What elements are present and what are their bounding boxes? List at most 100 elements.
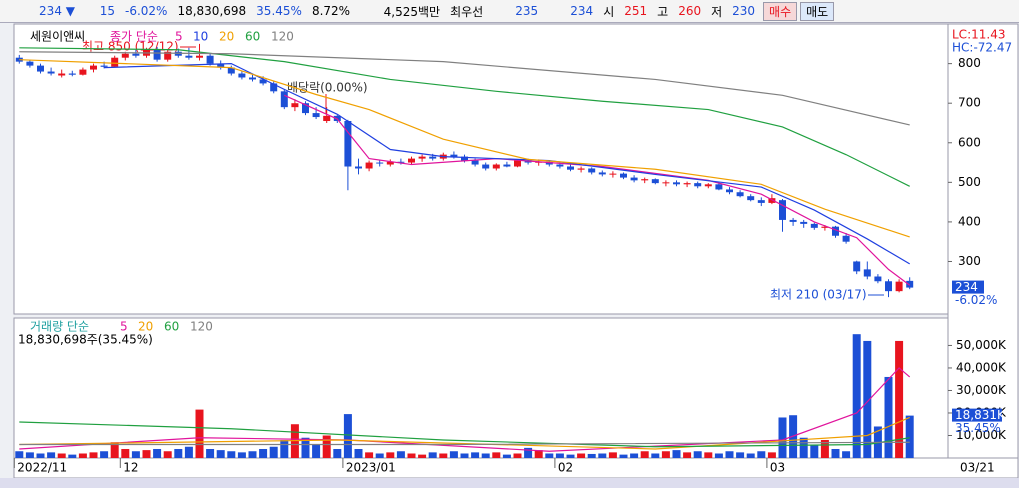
candle-body <box>895 281 903 292</box>
candle-body <box>397 161 405 163</box>
candle-body <box>344 121 352 167</box>
volume-legend-title: 거래량 단순 <box>30 320 89 334</box>
volume-bar <box>895 340 904 458</box>
volume-bar <box>386 452 395 458</box>
volume-bar <box>57 453 66 458</box>
volume-bar <box>736 452 745 458</box>
candle-body <box>874 276 882 282</box>
candle-body <box>323 115 331 122</box>
y-tick-label: 300 <box>958 254 981 268</box>
volume-bar <box>725 451 734 458</box>
candle-body <box>885 281 892 292</box>
candle-body <box>217 63 225 68</box>
volume-summary: 18,830,698주(35.45%) <box>18 333 153 347</box>
scrollbar <box>0 478 1019 488</box>
ma-line <box>19 367 911 452</box>
volume-bar <box>863 340 872 458</box>
high-label: 고 <box>657 4 669 19</box>
candle-body <box>376 162 384 164</box>
volume-bar <box>47 452 56 458</box>
candle-body <box>736 192 744 197</box>
price-panel <box>13 23 949 315</box>
volume-bar <box>524 447 533 458</box>
sell-button[interactable]: 매도 <box>800 1 835 21</box>
candle-body <box>206 55 214 64</box>
candle-body <box>461 156 468 161</box>
candle-body <box>450 154 458 157</box>
legend-entry: 20 <box>138 320 153 334</box>
candle-body <box>355 166 362 169</box>
candle-body <box>302 103 309 114</box>
candle-body <box>768 198 776 203</box>
legend-title: 종가 단순 <box>110 30 158 44</box>
volume-bar <box>778 417 787 458</box>
volume-bar <box>375 453 384 458</box>
volume-bar <box>757 451 766 458</box>
candle-body <box>906 280 914 288</box>
volume-bar <box>36 453 45 458</box>
candle-body <box>280 91 288 108</box>
candle-body <box>121 53 129 58</box>
candle-body <box>418 156 426 159</box>
volume-bar <box>248 451 257 458</box>
candle-body <box>249 77 256 80</box>
volume-bar <box>333 448 342 458</box>
turnover: 8.72% <box>311 4 351 18</box>
candle-body <box>577 168 585 170</box>
dividend-annotation: 배당락(0.00%) <box>287 81 368 95</box>
price-tag <box>952 280 984 294</box>
candle-body <box>238 73 246 78</box>
volume-bar <box>195 409 204 458</box>
volume-bar <box>661 451 670 458</box>
volume-bar <box>619 454 628 458</box>
volume-bar <box>396 451 405 458</box>
volume-bar <box>683 452 692 458</box>
volume: 18,830,698 <box>177 4 247 18</box>
candle-body <box>164 51 172 60</box>
buy-button[interactable]: 매수 <box>763 1 798 21</box>
volume-bar <box>237 452 246 458</box>
volume-bar <box>545 453 554 458</box>
candle-body <box>132 53 140 56</box>
legend-entry: 5 <box>120 320 128 334</box>
volume-bar <box>577 453 586 458</box>
candle-body <box>100 65 108 67</box>
high: 260 <box>678 4 702 18</box>
volume-bar <box>831 448 840 458</box>
volume-bar <box>343 414 352 458</box>
volume-bar <box>439 453 448 458</box>
volume-bar <box>704 452 713 458</box>
candle-body <box>598 172 606 175</box>
ma-line <box>284 94 911 286</box>
volume-bar <box>365 452 374 458</box>
candle-body <box>609 173 617 175</box>
volume-bar <box>630 453 639 458</box>
volume-bar <box>428 452 437 458</box>
volume-bar <box>206 448 215 458</box>
volume-bar <box>842 451 851 458</box>
x-tick-label: 12 <box>123 461 138 475</box>
volume-bar <box>121 448 130 458</box>
x-tick-label: 02 <box>558 461 573 475</box>
candle-body <box>704 184 712 187</box>
volume-bar <box>587 453 596 458</box>
candle-body <box>227 67 235 74</box>
volume-bar <box>227 451 236 458</box>
volume-bar <box>78 453 87 458</box>
price-tag-label: 234 <box>955 280 978 294</box>
volume-bar <box>799 437 808 458</box>
legend-entry: 20 <box>219 30 234 44</box>
candle-body <box>556 164 564 167</box>
low-label: 저 <box>711 4 723 19</box>
volume-bar <box>184 446 193 458</box>
price-tag-rate: -6.02% <box>955 293 997 307</box>
ma-line <box>19 441 910 446</box>
volume-bar <box>693 451 702 458</box>
volume-bar <box>354 448 363 458</box>
candle-body <box>810 223 818 228</box>
volume-bar <box>163 451 172 458</box>
candle-body <box>26 61 34 66</box>
candle-body <box>567 166 574 170</box>
candle-body <box>715 184 723 190</box>
